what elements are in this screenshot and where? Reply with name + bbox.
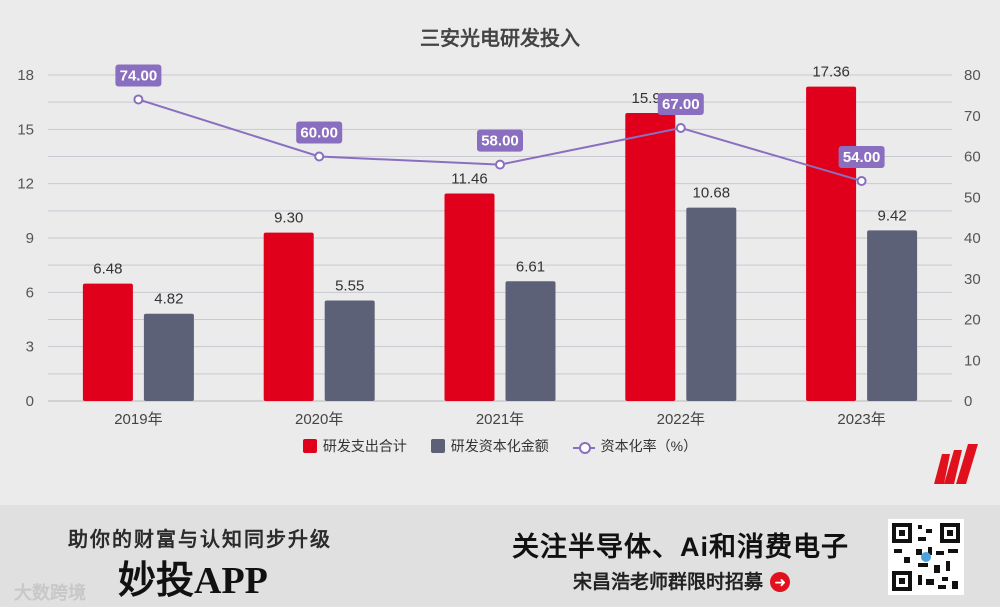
bar-data-label: 6.61 <box>516 258 545 275</box>
x-tick-label: 2021年 <box>476 411 524 428</box>
banner-slogan: 助你的财富与认知同步升级 <box>68 529 332 551</box>
line-label-bg <box>115 64 162 87</box>
promo-banner[interactable]: 助你的财富与认知同步升级 妙投APP 大数跨境 关注半导体、Ai和消费电子 宋昌… <box>0 505 1000 607</box>
bar-rd-total <box>82 283 133 401</box>
bar-data-label: 10.68 <box>693 185 731 202</box>
bar-data-label: 9.42 <box>877 207 906 224</box>
legend-item-capitalized[interactable]: 研发资本化金额 <box>430 436 549 456</box>
y-left-tick-label: 18 <box>17 67 34 84</box>
banner-headline: 关注半导体、Ai和消费电子 <box>512 532 849 562</box>
x-tick-label: 2022年 <box>657 411 705 428</box>
bar-rd-total <box>625 113 676 402</box>
chart-title: 三安光电研发投入 <box>420 28 580 50</box>
y-left-tick-label: 0 <box>26 393 34 410</box>
legend-swatch-capitalized <box>430 439 445 453</box>
bar-capitalized <box>324 300 375 401</box>
y-right-tick-label: 20 <box>964 312 981 329</box>
line-label-bg <box>657 92 704 115</box>
y-left-tick-label: 6 <box>26 284 34 301</box>
y-right-tick-label: 80 <box>964 67 981 84</box>
qr-code-icon[interactable] <box>888 519 964 595</box>
line-point <box>133 94 144 105</box>
bar-data-label: 17.36 <box>812 64 850 81</box>
legend-line-marker-icon <box>572 440 595 454</box>
brand-logo-icon <box>934 444 978 484</box>
line-data-label: 74.00 <box>120 67 158 84</box>
bar-data-label: 11.46 <box>451 170 487 187</box>
x-tick-label: 2020年 <box>295 411 343 428</box>
line-data-label: 67.00 <box>662 96 700 113</box>
x-tick-label: 2019年 <box>114 411 162 428</box>
bar-data-label: 4.82 <box>154 291 183 308</box>
line-label-bg <box>296 121 343 144</box>
y-right-tick-label: 50 <box>964 189 981 206</box>
y-right-tick-label: 60 <box>964 149 981 166</box>
legend-swatch-rd-total <box>302 439 317 453</box>
legend-item-rd-total[interactable]: 研发支出合计 <box>302 436 407 456</box>
y-right-tick-label: 70 <box>964 108 981 125</box>
y-left-tick-label: 9 <box>26 230 34 247</box>
legend-label: 研发支出合计 <box>322 438 407 454</box>
bar-data-label: 9.30 <box>274 210 303 227</box>
line-point <box>495 159 505 170</box>
line-label-bg <box>477 129 523 152</box>
bar-capitalized <box>867 230 918 401</box>
chart-area: 三安光电研发投入 0 3 6 9 12 15 18 0 10 20 30 40 50 60 70 80 2019… <box>0 28 1000 484</box>
bar-capitalized <box>143 313 194 401</box>
y-right-tick-label: 10 <box>964 352 981 369</box>
y-left-tick-label: 12 <box>17 176 34 193</box>
banner-app-name: 妙投APP <box>118 560 268 602</box>
legend-label: 资本化率（%） <box>600 438 698 454</box>
y-right-tick-label: 0 <box>964 393 972 410</box>
banner-subline-text: 宋昌浩老师群限时招募 <box>573 572 764 593</box>
watermark: 大数跨境 <box>14 583 86 603</box>
bar-rd-total <box>444 193 495 401</box>
y-left-tick-label: 3 <box>26 339 34 356</box>
line-label-bg <box>838 145 885 168</box>
legend-item-cap-rate[interactable]: 资本化率（%） <box>572 436 698 456</box>
bar-rd-total <box>806 86 857 401</box>
line-data-label: 54.00 <box>843 149 881 166</box>
line-data-label: 60.00 <box>300 125 338 142</box>
arrow-right-icon[interactable]: ➜ <box>770 572 791 592</box>
bar-data-label: 6.48 <box>93 261 122 278</box>
combo-chart: 0 3 6 9 12 15 18 0 10 20 30 40 50 60 70 80 2019年 2020年 202… <box>17 64 981 428</box>
y-right-tick-label: 30 <box>964 271 981 288</box>
line-point <box>314 151 325 162</box>
bar-data-label: 5.55 <box>335 277 364 294</box>
line-data-label: 58.00 <box>481 133 519 150</box>
line-point <box>856 175 867 186</box>
line-point <box>675 122 686 133</box>
banner-subline: 宋昌浩老师群限时招募 ➜ <box>573 567 791 594</box>
x-tick-label: 2023年 <box>837 411 885 428</box>
legend: 研发支出合计 研发资本化金额 资本化率（%） <box>0 436 1000 456</box>
bar-capitalized <box>686 207 737 401</box>
legend-label: 研发资本化金额 <box>450 438 549 454</box>
y-left-tick-label: 15 <box>17 121 34 138</box>
y-right-tick-label: 40 <box>964 230 981 247</box>
bar-rd-total <box>263 232 314 401</box>
bar-capitalized <box>505 281 556 401</box>
